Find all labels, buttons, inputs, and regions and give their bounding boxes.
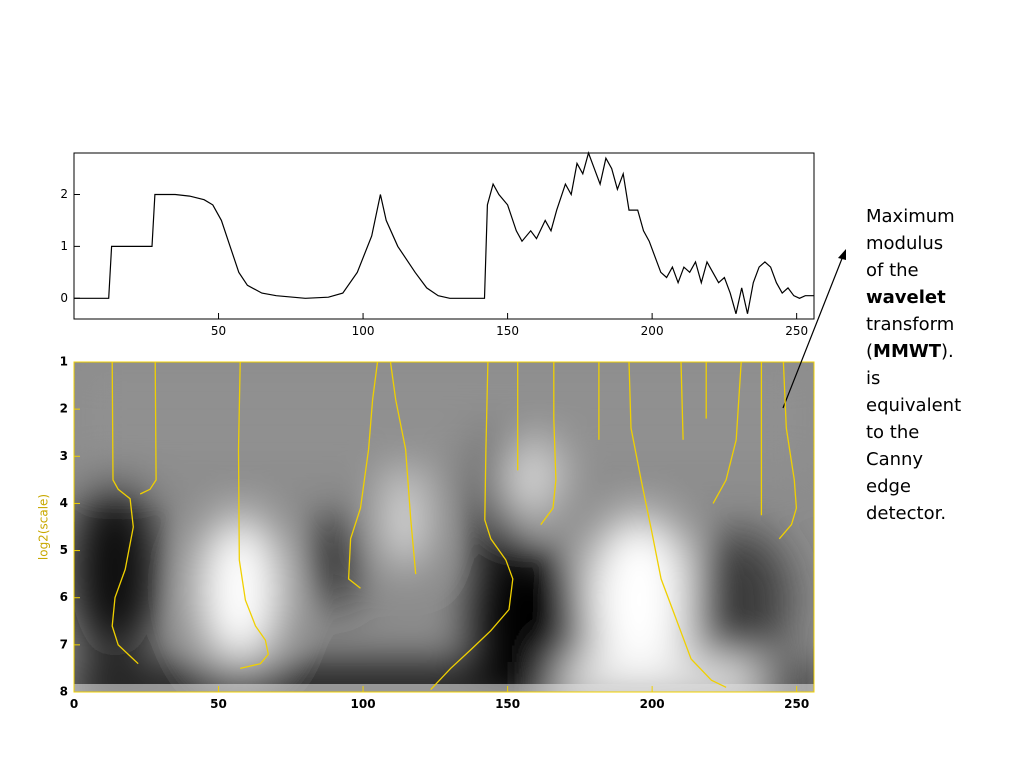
annotation-line: (MMWT). (866, 341, 954, 362)
annotation-line: detector. (866, 503, 946, 524)
plot-frame (73, 152, 815, 320)
y-tick-label: 2 (60, 187, 68, 201)
x-tick-label: 250 (784, 697, 809, 711)
y-tick-label: 7 (60, 637, 68, 651)
maxima-line (712, 361, 742, 504)
annotation-line: of the (866, 260, 919, 281)
maxima-line (389, 361, 417, 575)
y-axis-label: log2(scale) (37, 494, 51, 560)
annotation: Maximum modulus of the wavelet transform… (866, 206, 961, 524)
plot-frame (73, 361, 815, 693)
annotation-line: wavelet (866, 287, 946, 308)
annotation-line: Maximum (866, 206, 955, 227)
x-tick-label: 150 (496, 324, 519, 338)
x-tick-label: 200 (641, 324, 664, 338)
wavelet-image (74, 362, 814, 692)
x-tick-label: 100 (352, 324, 375, 338)
x-tick-label: 150 (495, 697, 520, 711)
maxima-line (778, 361, 798, 540)
y-tick-label: 3 (60, 449, 68, 463)
y-tick-label: 5 (60, 543, 68, 557)
annotation-line: to the (866, 422, 919, 443)
annotation-part: ). (941, 341, 954, 362)
y-tick-label: 1 (60, 239, 68, 253)
annotation-part: ( (866, 341, 873, 362)
x-tick-label: 0 (70, 697, 78, 711)
annotation-line: transform (866, 314, 954, 335)
annotation-line: edge (866, 476, 911, 497)
y-tick-label: 6 (60, 590, 68, 604)
maxima-line (680, 361, 684, 440)
y-tick-label: 8 (60, 685, 68, 699)
maxima-line (347, 361, 379, 589)
y-tick-label: 0 (60, 291, 68, 305)
maxima-line (540, 362, 557, 525)
x-tick-label: 100 (351, 697, 376, 711)
annotation-part: MMWT (873, 341, 942, 362)
annotation-line: Canny (866, 449, 923, 470)
maxima-line (430, 361, 514, 691)
y-tick-label: 2 (60, 402, 68, 416)
maxima-line (237, 361, 269, 670)
arrow (782, 255, 844, 409)
x-tick-label: 250 (785, 324, 808, 338)
x-tick-label: 50 (210, 697, 227, 711)
y-tick-label: 4 (60, 496, 68, 510)
y-tick-label: 1 (60, 355, 68, 369)
maxima-line (628, 361, 727, 688)
x-tick-label: 200 (640, 697, 665, 711)
annotation-line: equivalent (866, 395, 961, 416)
signal-line (74, 151, 814, 314)
annotation-line: is (866, 368, 880, 389)
arrow-head (838, 249, 846, 260)
annotation-line: modulus (866, 233, 943, 254)
maxima-line (111, 361, 139, 665)
x-tick-label: 50 (211, 324, 226, 338)
maxima-line (139, 361, 157, 495)
